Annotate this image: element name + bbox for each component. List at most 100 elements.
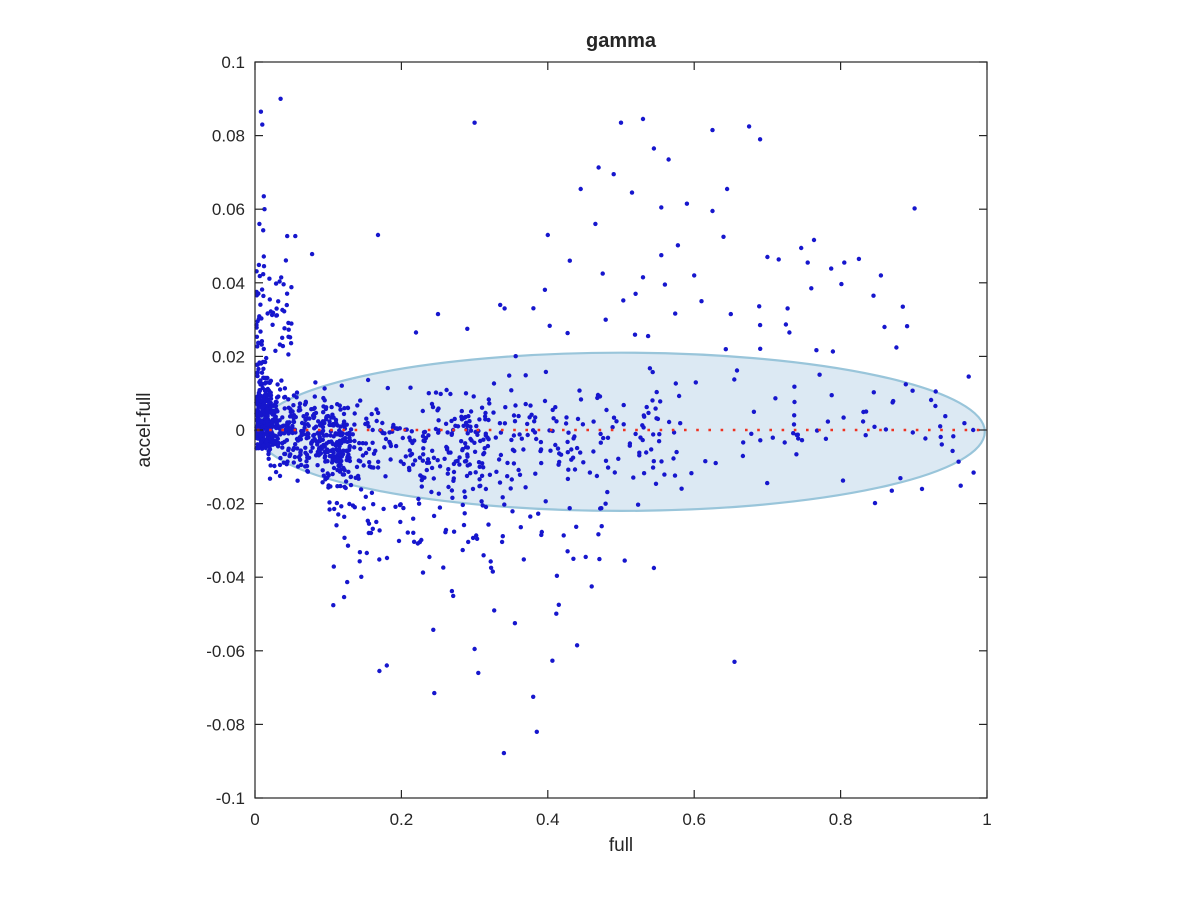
x-tick-label: 0.8	[829, 810, 853, 829]
data-point	[420, 434, 426, 439]
data-point	[467, 419, 472, 424]
data-point	[352, 422, 357, 427]
data-point	[640, 116, 646, 122]
data-point	[554, 573, 560, 578]
data-point	[539, 529, 544, 535]
data-point	[521, 557, 526, 562]
data-point	[308, 449, 313, 454]
data-point	[486, 397, 491, 402]
data-point	[452, 416, 457, 422]
data-point	[268, 309, 273, 314]
data-point	[264, 418, 269, 424]
data-point	[860, 419, 866, 424]
data-point	[304, 463, 310, 469]
data-point	[502, 502, 507, 507]
data-point	[398, 459, 403, 464]
data-point	[450, 495, 455, 500]
data-point	[741, 440, 746, 445]
data-point	[286, 320, 291, 326]
data-point	[749, 431, 754, 436]
data-point	[912, 206, 917, 211]
data-point	[328, 433, 333, 438]
data-point	[471, 394, 476, 399]
data-point	[324, 433, 330, 438]
data-point	[512, 621, 518, 626]
data-point	[268, 410, 273, 415]
data-point	[466, 539, 471, 545]
data-point	[451, 469, 457, 475]
data-point	[259, 287, 265, 292]
data-point	[773, 396, 778, 401]
data-point	[388, 457, 393, 462]
data-point	[309, 251, 315, 257]
data-point	[567, 506, 572, 511]
data-point	[286, 352, 291, 357]
data-point	[347, 501, 352, 507]
data-point	[829, 393, 834, 398]
data-point	[269, 424, 274, 429]
data-point	[497, 421, 503, 426]
data-point	[341, 594, 347, 600]
data-point	[883, 427, 889, 432]
data-point	[600, 271, 605, 276]
data-point	[872, 424, 877, 429]
data-point	[358, 487, 364, 492]
y-tick-label: 0.08	[212, 127, 245, 146]
data-point	[329, 460, 335, 465]
data-point	[322, 453, 328, 459]
data-point	[791, 431, 796, 436]
data-point	[878, 273, 884, 278]
y-tick-label: 0.04	[212, 274, 245, 293]
data-point	[370, 440, 375, 445]
data-point	[281, 282, 286, 287]
data-point	[282, 326, 287, 331]
data-point	[295, 446, 300, 451]
data-point	[257, 395, 262, 400]
data-point	[387, 430, 392, 435]
data-point	[266, 443, 271, 449]
data-point	[393, 504, 398, 509]
data-point	[633, 291, 638, 296]
data-point	[603, 501, 608, 506]
data-point	[256, 366, 261, 372]
data-point	[256, 262, 262, 268]
data-point	[358, 446, 363, 452]
data-point	[605, 489, 610, 495]
data-point	[580, 422, 586, 427]
data-point	[323, 477, 328, 482]
data-point	[555, 446, 561, 451]
x-tick-label: 0.6	[682, 810, 706, 829]
data-point	[496, 457, 502, 462]
data-point	[412, 438, 417, 443]
data-point	[277, 279, 282, 284]
data-point	[650, 465, 656, 470]
data-point	[699, 299, 704, 304]
data-point	[871, 390, 876, 395]
data-point	[587, 470, 593, 475]
data-point	[380, 420, 385, 426]
x-tick-label: 1	[982, 810, 991, 829]
data-point	[409, 429, 414, 434]
data-point	[794, 452, 799, 457]
data-point	[675, 243, 681, 248]
data-point	[840, 478, 846, 483]
data-point	[486, 522, 491, 527]
data-point	[598, 431, 603, 437]
data-point	[565, 330, 570, 336]
data-point	[412, 458, 418, 463]
data-point	[622, 558, 627, 563]
data-point	[401, 505, 406, 511]
data-point	[451, 478, 456, 483]
data-point	[485, 443, 491, 449]
data-point	[482, 446, 487, 451]
data-point	[500, 534, 505, 539]
data-point	[258, 378, 263, 383]
data-point	[340, 472, 345, 477]
data-point	[662, 472, 667, 477]
data-point	[462, 511, 467, 516]
data-point	[465, 326, 470, 331]
data-point	[284, 291, 290, 296]
data-point	[472, 449, 478, 454]
data-point	[523, 373, 528, 378]
data-point	[962, 421, 967, 426]
